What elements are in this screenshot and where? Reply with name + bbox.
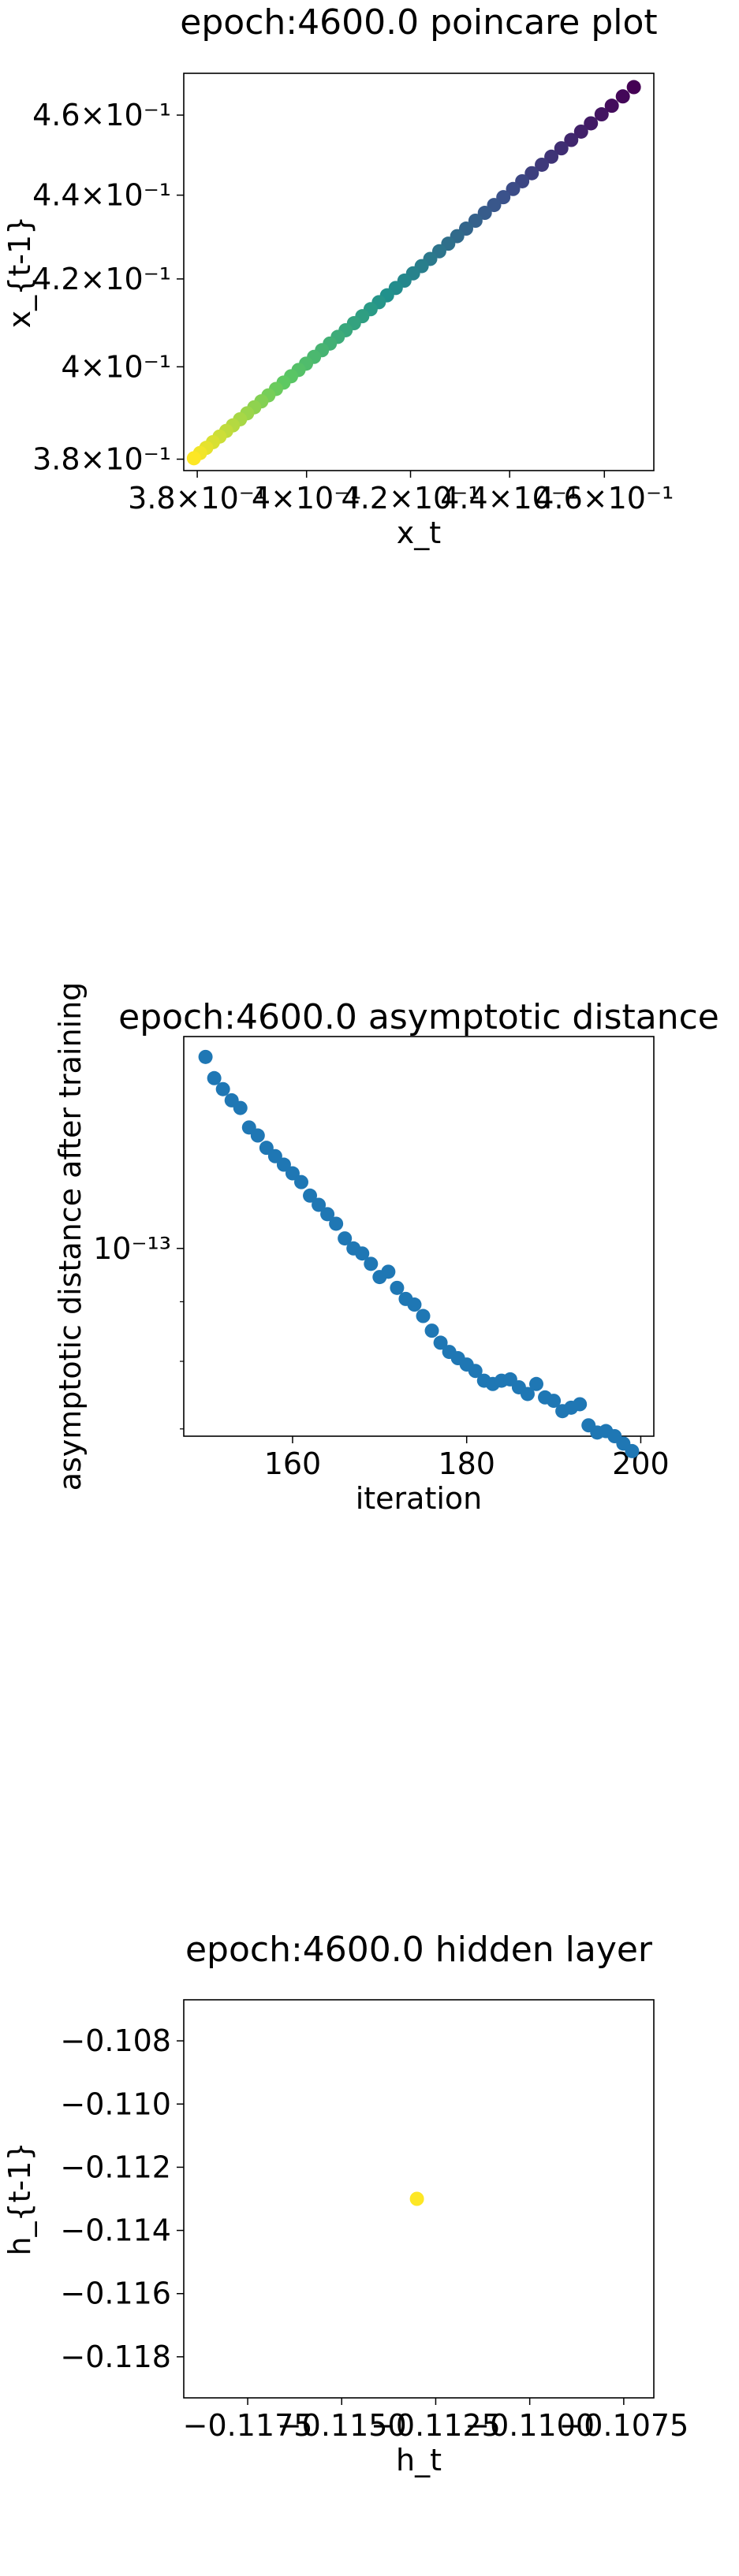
- chart-3: epoch:4600.0 hidden layer−0.1175−0.1150−…: [2, 1930, 689, 2477]
- data-point: [529, 1376, 543, 1391]
- plot-frame: [183, 1036, 655, 1437]
- y-axis-label: h_{t-1}: [2, 2142, 37, 2255]
- x-tick-label: 3.8×10⁻¹: [128, 481, 267, 516]
- x-tick-label: −0.1075: [558, 2408, 689, 2443]
- x-tick-label: 4×10⁻¹: [252, 481, 362, 516]
- data-point: [625, 1443, 640, 1458]
- data-point: [433, 1335, 448, 1350]
- data-point: [407, 1297, 422, 1312]
- data-point: [390, 1280, 405, 1295]
- data-point: [294, 1174, 308, 1189]
- data-point: [554, 141, 569, 156]
- y-tick-label: −0.112: [60, 2150, 171, 2184]
- y-tick-label: 4.4×10⁻¹: [32, 178, 171, 213]
- data-point: [594, 107, 609, 122]
- data-point: [544, 149, 559, 164]
- data-point: [524, 166, 539, 181]
- data-point: [547, 1394, 562, 1409]
- x-axis-label: h_t: [396, 2443, 442, 2477]
- y-tick-label: −0.118: [60, 2340, 171, 2374]
- data-point: [186, 451, 201, 466]
- y-tick-label: −0.114: [60, 2213, 171, 2248]
- data-point: [416, 1308, 431, 1323]
- x-tick-label: −0.1150: [277, 2408, 407, 2443]
- data-point: [564, 132, 579, 147]
- x-tick-label: 4.6×10⁻¹: [535, 481, 674, 516]
- data-point: [409, 2191, 424, 2206]
- data-point: [506, 181, 521, 196]
- chart-2: epoch:4600.0 asymptotic distance 160 180 20…: [53, 982, 719, 1516]
- data-point: [215, 1081, 230, 1096]
- y-tick-label: 4×10⁻¹: [61, 349, 171, 384]
- data-point: [312, 1197, 327, 1212]
- chart-title: epoch:4600.0 asymptotic distance: [118, 997, 719, 1037]
- y-axis-label: asymptotic distance after training: [53, 982, 88, 1491]
- data-point: [381, 1264, 396, 1279]
- y-tick-label: 4.2×10⁻¹: [32, 262, 171, 296]
- chart-1: epoch:4600.0 poincare plot3.8×10⁻¹4×10⁻¹…: [2, 2, 674, 550]
- plot-frame: [183, 1999, 655, 2399]
- x-tick-label: 4.4×10⁻¹: [440, 481, 579, 516]
- y-tick-label: 4.6×10⁻¹: [32, 98, 171, 132]
- data-point: [276, 1157, 291, 1172]
- x-tick-label: −0.1125: [371, 2408, 501, 2443]
- data-point: [364, 1256, 379, 1271]
- y-tick-label: 3.8×10⁻¹: [32, 442, 171, 477]
- x-axis-label: x_t: [397, 516, 441, 550]
- data-point: [250, 1128, 265, 1143]
- data-point: [320, 1207, 335, 1222]
- data-point: [303, 1188, 318, 1203]
- data-point: [584, 116, 599, 131]
- y-axis-label: x_{t-1}: [2, 216, 37, 329]
- data-point: [604, 99, 619, 114]
- data-point: [535, 157, 550, 172]
- x-tick-label: −0.1100: [465, 2408, 595, 2443]
- data-point: [477, 206, 492, 221]
- chart-title: epoch:4600.0 hidden layer: [185, 1930, 653, 1970]
- data-point: [233, 1100, 248, 1115]
- data-point: [468, 214, 483, 229]
- data-point: [198, 1049, 213, 1064]
- data-point: [615, 89, 630, 104]
- x-axis-label: iteration: [356, 1481, 483, 1516]
- x-tick-label: 180: [438, 1446, 495, 1481]
- data-point: [285, 1166, 300, 1181]
- data-point: [573, 124, 588, 139]
- data-point: [496, 190, 511, 205]
- data-point: [267, 1148, 282, 1163]
- x-tick-label: 160: [264, 1446, 322, 1481]
- y-tick-label: −0.116: [60, 2276, 171, 2311]
- y-tick-label: −0.110: [60, 2086, 171, 2121]
- x-tick-label: 200: [612, 1446, 670, 1481]
- data-point: [338, 1231, 353, 1246]
- plot-frame: [183, 73, 655, 471]
- data-point: [468, 1364, 483, 1379]
- data-point: [573, 1397, 588, 1412]
- x-tick-label: −0.1175: [183, 2408, 313, 2443]
- y-tick-label: −0.108: [60, 2023, 171, 2058]
- data-point: [424, 1323, 439, 1338]
- chart-title: epoch:4600.0 poincare plot: [180, 2, 657, 43]
- x-tick-label: 4.2×10⁻¹: [342, 481, 480, 516]
- y-tick-label: 10⁻¹³: [93, 1231, 171, 1266]
- data-point: [626, 80, 641, 95]
- data-point: [207, 1070, 222, 1085]
- data-point: [520, 1387, 535, 1402]
- data-point: [487, 198, 502, 213]
- data-point: [329, 1216, 344, 1231]
- data-point: [355, 1246, 370, 1261]
